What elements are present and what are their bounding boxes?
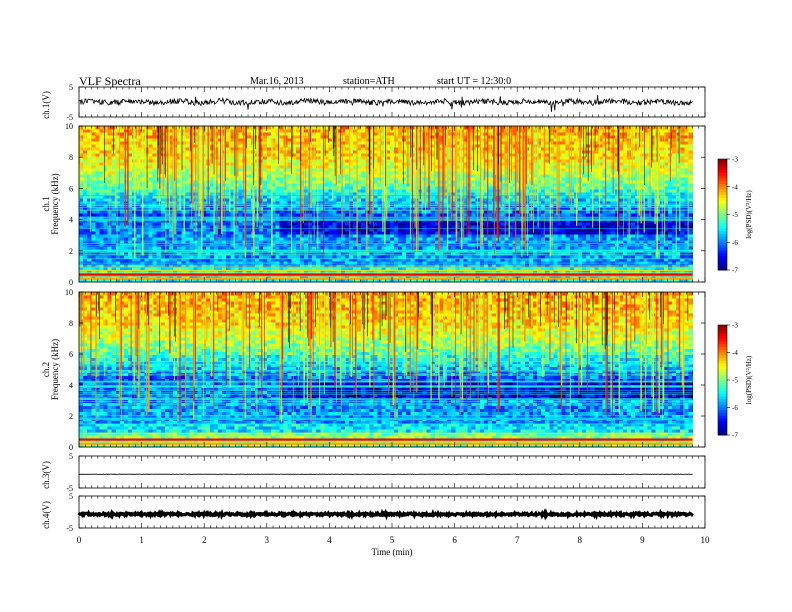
x-tick-label: 10 bbox=[701, 535, 711, 545]
ch3_waveform-ytick-label: 5 bbox=[69, 452, 73, 461]
x-tick-label: 1 bbox=[139, 535, 144, 545]
x-tick-label: 2 bbox=[202, 535, 207, 545]
ch3_waveform-ylabel: ch.3(V) bbox=[41, 461, 51, 489]
ch1_spectrogram-colorbar: -3 -4 -5 -6 -7 log(PSD)(V²/Hz) bbox=[717, 156, 753, 275]
ch2_spectrogram-ytick-label: 4 bbox=[69, 381, 73, 390]
ch1_spectrogram-cells bbox=[79, 126, 694, 283]
ch1_waveform-ytick-label: -5 bbox=[66, 113, 73, 122]
ch2_spectrogram-colorbar-tick: -5 bbox=[732, 377, 738, 385]
ch1_spectrogram-colorbar-tick: -4 bbox=[732, 183, 738, 191]
ch1_spectrogram-colorbar-tick: -7 bbox=[732, 267, 738, 275]
date-label: Mar.16, 2013 bbox=[250, 76, 304, 87]
ch1_spectrogram-ytick-label: 10 bbox=[65, 122, 73, 131]
x-tick-label: 6 bbox=[452, 535, 457, 545]
x-tick-label: 7 bbox=[515, 535, 520, 545]
ch2_spectrogram-ylabel: ch.2 bbox=[41, 362, 51, 377]
ch2_spectrogram-colorbar-tick: -4 bbox=[732, 349, 738, 357]
ch2_spectrogram-ytick-label: 2 bbox=[69, 412, 73, 421]
ch1_spectrogram-low-band bbox=[79, 273, 693, 276]
ch2_spectrogram-ytick-label: 0 bbox=[69, 443, 73, 452]
x-tick-label: 0 bbox=[77, 535, 82, 545]
ch2_spectrogram-colorbar-tick: -7 bbox=[732, 432, 738, 440]
ch4_waveform-ylabel: ch.4(V) bbox=[41, 501, 51, 529]
ch4_waveform-ytick-label: 5 bbox=[69, 492, 73, 501]
x-tick-label: 4 bbox=[327, 535, 332, 545]
ch1_spectrogram-panel: -3 -4 -5 -6 -7 log(PSD)(V²/Hz) ch.1 Frequency (… bbox=[41, 122, 753, 287]
ch4_waveform-ytick-label: -5 bbox=[66, 524, 73, 533]
ch4_waveform-panel: ch.4(V) 5 -5 bbox=[41, 492, 706, 533]
ch2_spectrogram-colorbar-tick: -6 bbox=[732, 404, 738, 412]
x-tick-label: 8 bbox=[578, 535, 583, 545]
ch3_waveform-ytick-label: -5 bbox=[66, 484, 73, 493]
ch1_spectrogram-colorbar-tick: -6 bbox=[732, 239, 738, 247]
ch2_spectrogram-ytick-label: 8 bbox=[69, 319, 73, 328]
ch1_spectrogram-ylabel: Frequency (kHz) bbox=[50, 173, 60, 234]
ch2_spectrogram-colorbar-tick: -3 bbox=[732, 322, 738, 330]
ch2_spectrogram-colorbar: -3 -4 -5 -6 -7 log(PSD)(V²/Hz) bbox=[717, 322, 753, 440]
ch1_waveform-panel: ch.1(V) 5 -5 bbox=[41, 83, 706, 122]
ch1_waveform-ytick-label: 5 bbox=[69, 83, 73, 92]
figure-title: VLF Spectra bbox=[79, 74, 141, 88]
ch2_spectrogram-ylabel: Frequency (kHz) bbox=[50, 339, 60, 400]
ch1_spectrogram-colorbar-tick: -5 bbox=[732, 211, 738, 219]
ch2_spectrogram-ytick-label: 10 bbox=[65, 288, 73, 297]
ch2_spectrogram-bands bbox=[79, 360, 693, 445]
ch1_spectrogram-sferics bbox=[78, 126, 689, 259]
ch1_spectrogram-ytick-label: 6 bbox=[69, 184, 73, 193]
ch1_spectrogram-ylabel: ch.1 bbox=[41, 196, 51, 211]
ch1_spectrogram-ytick-label: 8 bbox=[69, 153, 73, 162]
x-tick-label: 9 bbox=[640, 535, 645, 545]
start-time-label: start UT = 12:30:0 bbox=[437, 76, 512, 87]
ch1_spectrogram-ytick-label: 4 bbox=[69, 216, 73, 225]
ch1_waveform-ylabel: ch.1(V) bbox=[41, 91, 51, 119]
ch3_waveform-panel: ch.3(V) 5 -5 bbox=[41, 452, 706, 493]
ch1_spectrogram-ytick-label: 2 bbox=[69, 247, 73, 256]
ch2_spectrogram-sferics bbox=[78, 292, 689, 424]
ch2_spectrogram-ytick-label: 6 bbox=[69, 350, 73, 359]
ch2_spectrogram-panel: -3 -4 -5 -6 -7 log(PSD)(V²/Hz) ch.2 Frequency (… bbox=[41, 288, 753, 452]
station-label: station=ATH bbox=[343, 76, 395, 87]
ch4_waveform-trace bbox=[77, 508, 694, 521]
ch1_spectrogram-colorbar-tick: -3 bbox=[732, 156, 738, 164]
x-tick-label: 5 bbox=[390, 535, 395, 545]
ch2_spectrogram-low-band bbox=[79, 438, 693, 441]
ch2_spectrogram-colorbar-label: log(PSD)(V²/Hz) bbox=[745, 355, 753, 404]
x-axis: 0 1 2 3 4 5 6 7 8 9 10 Time (min) bbox=[77, 535, 710, 557]
x-axis-label: Time (min) bbox=[372, 547, 413, 557]
ch1_spectrogram-colorbar-label: log(PSD)(V²/Hz) bbox=[745, 190, 753, 239]
ch1_waveform-trace bbox=[78, 95, 693, 112]
x-tick-label: 3 bbox=[265, 535, 270, 545]
ch1_spectrogram-ytick-label: 0 bbox=[69, 278, 73, 287]
ch1_spectrogram-bands bbox=[79, 195, 693, 280]
